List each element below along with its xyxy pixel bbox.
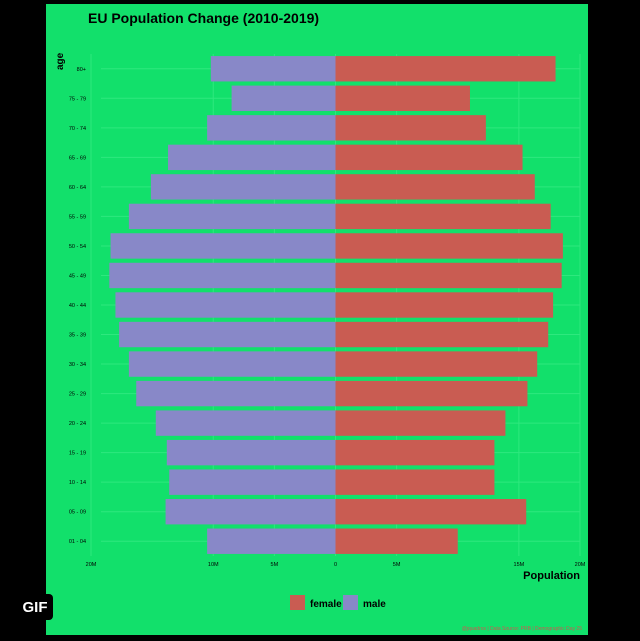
female-bar <box>335 469 495 495</box>
y-tick-label: 40 - 44 <box>69 303 86 309</box>
male-bar <box>165 499 336 525</box>
legend-swatch-female <box>290 595 305 610</box>
male-bar <box>169 469 336 495</box>
y-tick-label: 75 - 79 <box>69 96 86 102</box>
female-bar <box>335 499 527 525</box>
legend-label-male: male <box>363 599 386 610</box>
female-bar <box>335 203 551 230</box>
female-bar <box>335 410 506 436</box>
x-tick-labels: 20M 10M 5M 0 5M 15M 20M <box>86 562 586 568</box>
male-bar <box>166 439 336 466</box>
y-tick-label: 70 - 74 <box>69 126 86 132</box>
male-bar <box>210 56 336 82</box>
y-tick-label: 65 - 69 <box>69 155 86 161</box>
male-bar <box>207 528 336 554</box>
male-bar <box>119 321 336 348</box>
y-tick-label: 20 - 24 <box>69 421 86 427</box>
legend-label-female: female <box>310 599 342 610</box>
female-bar <box>335 262 562 289</box>
female-bar <box>335 56 556 82</box>
y-tick-label: 80+ <box>77 67 86 73</box>
y-tick-label: 10 - 14 <box>69 480 86 486</box>
female-bar <box>335 85 470 111</box>
female-bar <box>335 321 549 348</box>
male-bar <box>136 380 336 407</box>
population-pyramid-chart: 01 - 04 05 - 09 10 - 14 15 - 19 20 - 24 25 - … <box>55 10 586 632</box>
y-tick-label: 60 - 64 <box>69 185 86 191</box>
chart-title: EU Population Change (2010-2019) <box>88 10 319 26</box>
y-tick-label: 55 - 59 <box>69 214 86 220</box>
right-border <box>590 4 638 635</box>
x-tick-label: 5M <box>271 562 279 568</box>
male-bar <box>128 203 336 230</box>
x-tick-label: 5M <box>393 562 401 568</box>
female-bar <box>335 174 535 200</box>
y-tick-label: 25 - 29 <box>69 392 86 398</box>
x-tick-label: 15M <box>514 562 525 568</box>
y-axis-title: age <box>55 52 66 70</box>
male-bar <box>231 85 336 111</box>
female-bar <box>335 351 538 377</box>
y-tick-label: 45 - 49 <box>69 273 86 279</box>
gif-badge[interactable]: GIF <box>17 594 53 620</box>
male-bar <box>168 144 336 171</box>
x-tick-label: 0 <box>334 562 337 568</box>
y-tick-labels: 01 - 04 05 - 09 10 - 14 15 - 19 20 - 24 25 - … <box>69 67 86 545</box>
male-bar <box>109 262 336 289</box>
y-tick-label: 50 - 54 <box>69 244 86 250</box>
female-bar <box>335 439 495 466</box>
caption: @jquadros | Data Source: PRB | Demograph… <box>462 626 582 632</box>
male-bar <box>110 233 336 259</box>
x-tick-label: 20M <box>575 562 586 568</box>
male-bar <box>128 351 336 377</box>
y-tick-label: 30 - 34 <box>69 362 86 368</box>
female-bar <box>335 528 458 554</box>
legend-swatch-male <box>343 595 358 610</box>
male-bar <box>155 410 336 436</box>
bars <box>109 56 563 554</box>
female-bar <box>335 380 528 407</box>
legend: female male <box>290 595 386 610</box>
male-bar <box>150 174 336 200</box>
male-bar <box>207 115 336 141</box>
y-tick-label: 35 - 39 <box>69 333 86 339</box>
male-bar <box>115 292 336 318</box>
female-bar <box>335 115 486 141</box>
chart-panel: 01 - 04 05 - 09 10 - 14 15 - 19 20 - 24 25 - … <box>46 4 588 635</box>
x-tick-label: 10M <box>208 562 219 568</box>
female-bar <box>335 144 523 171</box>
female-bar <box>335 292 554 318</box>
y-tick-label: 05 - 09 <box>69 510 86 516</box>
female-bar <box>335 233 563 259</box>
x-tick-label: 20M <box>86 562 97 568</box>
x-axis-title: Population <box>523 570 580 582</box>
y-tick-label: 01 - 04 <box>69 539 86 545</box>
y-tick-label: 15 - 19 <box>69 451 86 457</box>
